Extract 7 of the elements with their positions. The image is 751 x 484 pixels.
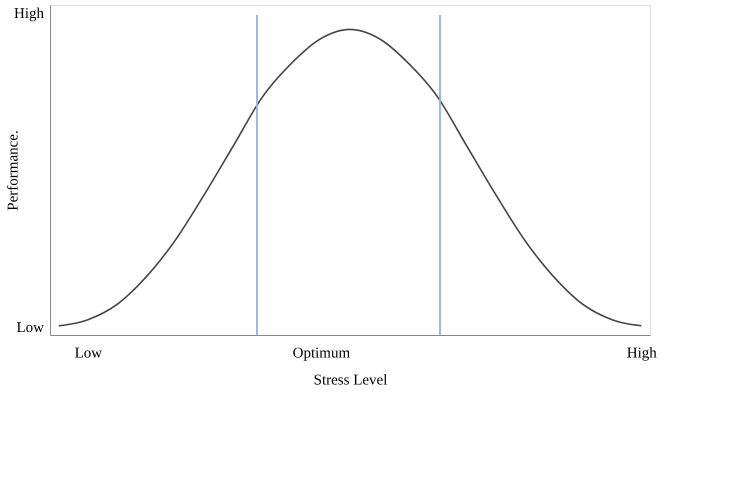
x-tick-label: Optimum: [292, 346, 350, 362]
text: High: [14, 6, 44, 22]
x-axis-title: Stress Level: [314, 372, 388, 388]
y-axis-title: Performance.: [6, 130, 22, 211]
x-tick-label: Low: [74, 346, 102, 362]
text: Low: [16, 320, 44, 336]
x-tick-label: High: [626, 346, 658, 362]
